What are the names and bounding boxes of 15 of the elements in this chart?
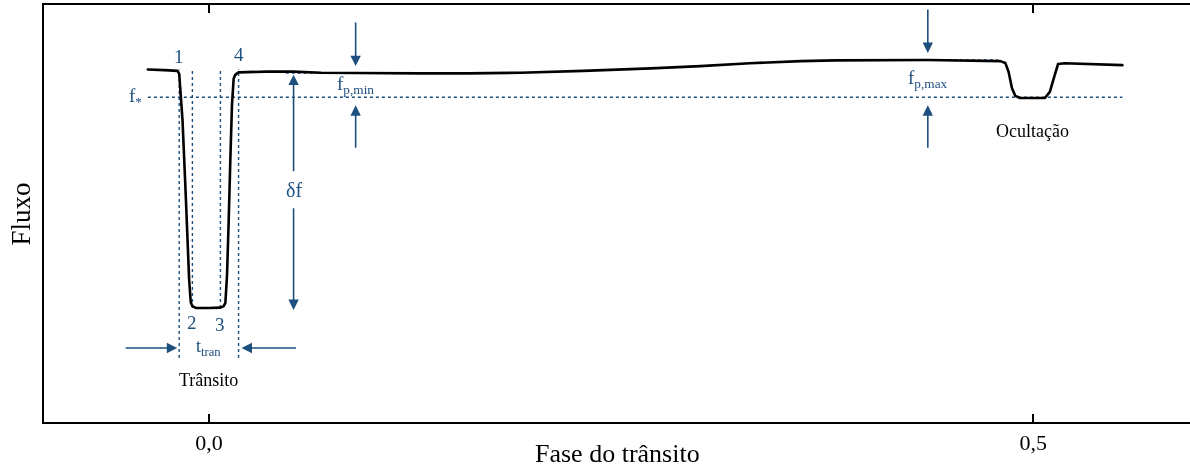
x-axis-title: Fase do trânsito — [535, 439, 700, 466]
ref-line-label: f$_{p,min}$ — [337, 73, 374, 97]
ref-line-label: f$_{*}$ — [129, 85, 142, 109]
annotation: Trânsito — [179, 370, 239, 390]
annotation: t$_{tran}$ — [196, 336, 221, 359]
y-axis-title: Fluxo — [5, 182, 36, 246]
annotation: 2 — [187, 312, 197, 333]
x-tick-label: 0,0 — [195, 430, 223, 456]
ref-line-label: f$_{p,max}$ — [908, 67, 948, 91]
annotation: 3 — [215, 314, 225, 335]
x-tick-label: 0,5 — [1019, 430, 1048, 456]
annotation: δf — [286, 179, 303, 201]
annotation: Ocultação — [996, 121, 1069, 141]
annotation: 4 — [234, 44, 244, 65]
annotation: 1 — [174, 46, 184, 67]
